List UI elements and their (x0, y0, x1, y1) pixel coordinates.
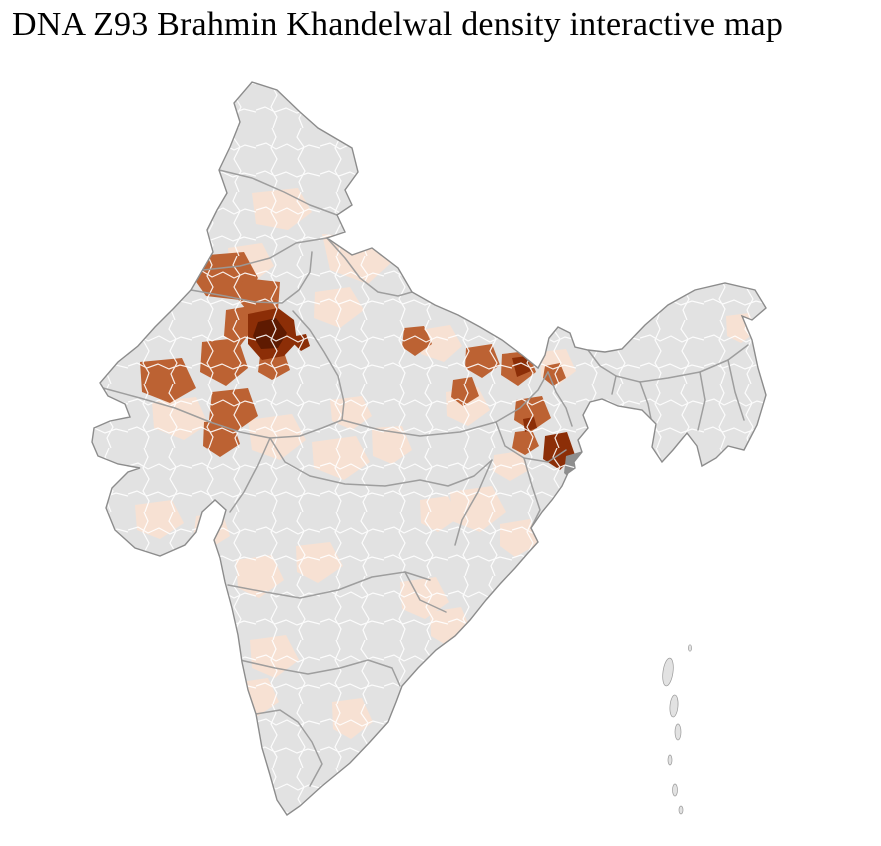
page-title: DNA Z93 Brahmin Khandelwal density inter… (12, 6, 784, 43)
india-outline (91, 81, 767, 816)
state-borders (102, 169, 749, 787)
andaman-nicobar-islands[interactable] (661, 644, 692, 815)
